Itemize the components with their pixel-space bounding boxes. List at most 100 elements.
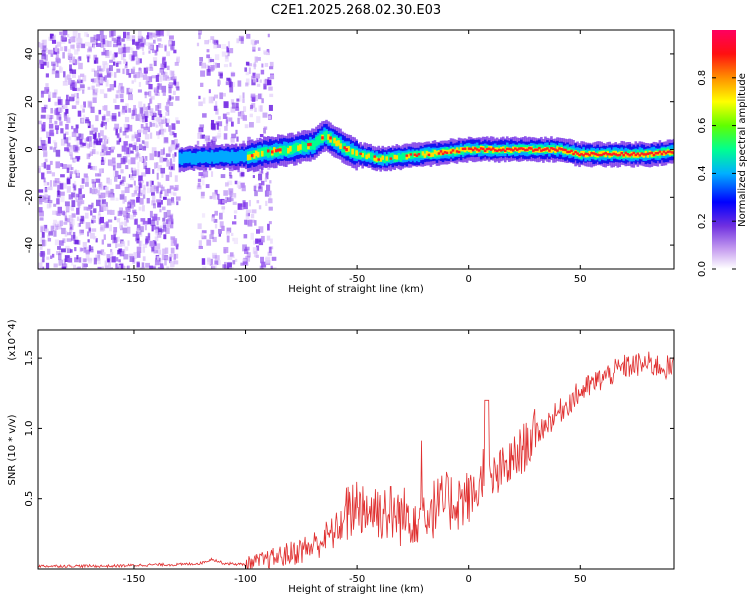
noise-speckle [249,122,254,128]
ridge-cell [258,148,262,158]
noise-speckle [72,95,75,101]
noise-speckle [116,140,120,145]
noise-speckle [211,252,217,258]
noise-speckle [55,181,61,185]
noise-speckle [138,101,143,108]
noise-speckle [76,170,80,177]
noise-speckle [252,43,256,50]
noise-speckle [227,50,230,57]
noise-speckle [132,144,136,150]
noise-speckle [232,201,237,205]
noise-speckle [166,75,170,79]
noise-speckle [97,266,102,269]
noise-speckle [142,247,146,253]
noise-speckle [131,192,135,197]
noise-speckle [117,153,122,158]
noise-speckle [77,79,81,84]
noise-speckle [133,142,138,146]
ridge-cell [668,150,672,156]
noise-speckle [162,196,167,200]
noise-speckle [169,96,174,100]
noise-speckle [107,258,110,263]
noise-speckle [215,101,218,108]
noise-speckle [139,192,143,197]
noise-speckle [154,89,159,94]
noise-speckle [64,263,68,268]
noise-speckle [213,94,219,99]
noise-speckle [175,96,180,101]
noise-speckle [98,211,101,216]
ridge-cell [214,151,218,164]
noise-speckle [109,115,113,120]
noise-speckle [200,173,206,179]
noise-speckle [76,57,80,65]
noise-speckle [242,261,248,265]
noise-speckle [166,198,172,206]
noise-speckle [198,172,204,177]
noise-speckle [141,205,145,212]
ridge-cell [393,154,397,160]
noise-speckle [242,244,247,252]
noise-speckle [71,200,76,208]
noise-speckle [113,233,117,241]
noise-speckle [226,46,230,53]
noise-speckle [97,173,102,177]
noise-speckle [200,70,206,77]
noise-speckle [258,226,264,233]
noise-speckle [154,259,160,266]
noise-speckle [106,72,112,78]
noise-speckle [146,66,149,71]
noise-speckle [210,123,216,130]
noise-speckle [38,120,42,125]
ridge-cell [222,151,226,163]
noise-speckle [115,197,119,201]
noise-speckle [122,131,127,136]
noise-speckle [146,187,152,194]
noise-speckle [109,256,113,263]
noise-speckle [114,105,120,110]
noise-speckle [64,217,68,221]
noise-speckle [87,100,92,108]
ridge-cell [530,146,533,155]
noise-speckle [237,203,243,210]
noise-speckle [154,230,159,235]
noise-speckle [76,207,80,215]
noise-speckle [136,152,139,157]
noise-speckle [47,237,52,242]
noise-speckle [110,30,116,37]
noise-speckle [48,97,51,102]
ridge-cell [457,150,461,154]
noise-speckle [210,97,214,103]
ridge-cell [453,149,457,154]
ridge-cell [266,148,270,158]
noise-speckle [91,179,95,184]
ridge-cell [580,150,583,156]
noise-speckle [47,137,51,144]
ridge-cell [666,150,670,154]
ridge-cell [437,150,441,155]
noise-speckle [196,140,200,145]
ridge-cell [266,149,270,153]
noise-speckle [265,200,268,207]
noise-speckle [175,117,179,123]
ridge-cell [425,151,429,156]
noise-speckle [76,92,79,99]
noise-speckle [58,259,64,266]
noise-speckle [90,210,93,216]
noise-speckle [42,45,47,51]
noise-speckle [128,143,133,148]
noise-speckle [61,227,66,235]
noise-speckle [134,75,137,83]
noise-speckle [117,236,120,242]
noise-speckle [105,202,108,207]
noise-speckle [79,73,85,77]
noise-speckle [214,223,218,229]
noise-speckle [257,47,261,51]
noise-speckle [175,81,180,89]
noise-speckle [173,49,177,54]
noise-speckle [229,252,234,257]
noise-speckle [245,72,250,76]
noise-speckle [113,80,117,88]
noise-speckle [124,116,130,123]
noise-speckle [240,110,245,117]
